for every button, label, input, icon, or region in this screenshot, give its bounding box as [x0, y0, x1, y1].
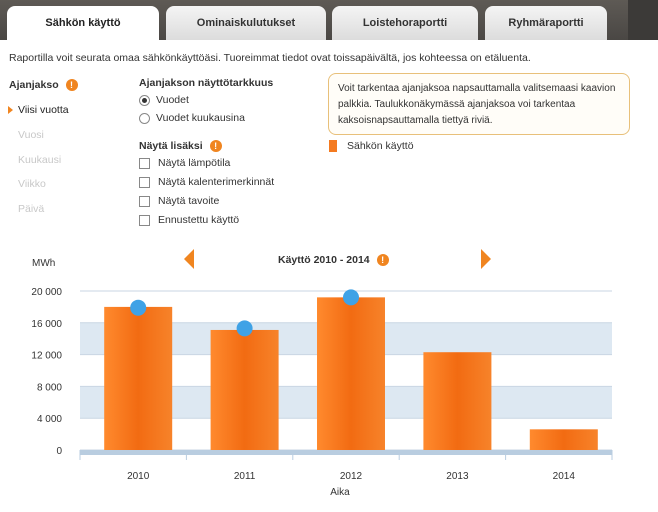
bar-2014[interactable] — [529, 429, 598, 450]
checkbox-target[interactable]: Näytä tavoite — [139, 195, 219, 207]
radio-button[interactable] — [139, 94, 150, 106]
data-marker[interactable] — [236, 320, 253, 337]
checkbox-calendar[interactable]: Näytä kalenterimerkinnät — [139, 176, 274, 188]
x-tick-label: 2014 — [553, 471, 576, 482]
period-item-day[interactable]: Päivä — [18, 203, 45, 215]
x-axis-line — [80, 450, 612, 455]
info-icon[interactable]: ! — [209, 140, 222, 153]
chart-legend: Sähkön käyttö — [329, 140, 414, 152]
radio-button[interactable] — [139, 112, 150, 124]
y-tick-label: 4 000 — [37, 414, 62, 425]
info-icon[interactable]: ! — [65, 79, 78, 92]
checkbox[interactable] — [139, 176, 150, 188]
y-tick-label: 8 000 — [37, 382, 62, 393]
chart-title: Käyttö 2010 - 2014 — [278, 254, 370, 266]
tab-group-report[interactable]: Ryhmäraportti — [485, 6, 607, 40]
info-icon[interactable]: ! — [376, 254, 389, 267]
x-tick-label: 2012 — [340, 471, 363, 482]
previous-period-arrow-icon[interactable] — [184, 249, 194, 269]
radio-label: Vuodet kuukausina — [156, 112, 245, 124]
y-axis-label: MWh — [32, 258, 55, 269]
period-item-five-years[interactable]: Viisi vuotta — [8, 104, 69, 116]
checkbox[interactable] — [139, 214, 150, 226]
checkbox[interactable] — [139, 195, 150, 207]
checkbox-temperature[interactable]: Näytä lämpötila — [139, 157, 230, 169]
period-item-month[interactable]: Kuukausi — [18, 154, 62, 166]
x-tick-label: 2013 — [446, 471, 469, 482]
radio-label: Vuodet — [156, 94, 189, 106]
period-item-week[interactable]: Viikko — [18, 178, 46, 190]
checkbox-forecast[interactable]: Ennustettu käyttö — [139, 214, 239, 226]
y-tick-label: 16 000 — [31, 319, 62, 330]
radio-years[interactable]: Vuodet — [139, 94, 189, 106]
checkbox-label: Näytä kalenterimerkinnät — [158, 176, 275, 188]
period-heading: Ajanjakso ! — [9, 79, 78, 92]
checkbox-label: Näytä lämpötila — [158, 157, 231, 169]
period-item-year[interactable]: Vuosi — [18, 129, 44, 141]
extras-title: Näytä lisäksi — [139, 140, 203, 152]
data-marker[interactable] — [343, 289, 359, 306]
period-title: Ajanjakso — [9, 79, 59, 91]
checkbox[interactable] — [139, 157, 150, 169]
page-description: Raportilla voit seurata omaa sähkönkäytt… — [9, 52, 531, 64]
bar-2010[interactable] — [104, 306, 173, 450]
legend-label: Sähkön käyttö — [347, 140, 414, 152]
tab-specific-consumption[interactable]: Ominaiskulutukset — [166, 6, 326, 40]
tab-bar: Sähkön käyttö Ominaiskulutukset Loisteho… — [0, 0, 658, 40]
bar-2012[interactable] — [317, 297, 385, 450]
y-tick-label: 0 — [56, 446, 62, 457]
hint-box: Voit tarkentaa ajanjaksoa napsauttamalla… — [328, 73, 630, 135]
selected-arrow-icon — [8, 106, 13, 114]
radio-years-months[interactable]: Vuodet kuukausina — [139, 112, 245, 124]
y-tick-label: 12 000 — [31, 351, 62, 362]
tab-reactive-power-report[interactable]: Loistehoraportti — [332, 6, 478, 40]
usage-chart: 0 4 000 8 000 12 000 16 000 20 000 MWh 2010 2011… — [31, 258, 613, 498]
extras-heading: Näytä lisäksi ! — [139, 140, 222, 153]
tab-electricity-usage[interactable]: Sähkön käyttö — [7, 6, 159, 40]
tab-bar-shade — [628, 0, 658, 40]
x-axis-label: Aika — [330, 487, 350, 498]
y-tick-label: 20 000 — [31, 287, 62, 298]
next-period-arrow-icon[interactable] — [481, 249, 491, 269]
bar-2013[interactable] — [423, 352, 492, 450]
x-tick-label: 2011 — [234, 471, 256, 482]
chart-title-row: Käyttö 2010 - 2014 ! — [278, 254, 389, 267]
checkbox-label: Näytä tavoite — [158, 195, 220, 207]
bar-2011[interactable] — [210, 329, 279, 450]
legend-swatch — [329, 140, 337, 152]
x-tick-label: 2010 — [127, 471, 150, 482]
checkbox-label: Ennustettu käyttö — [158, 214, 240, 226]
data-marker[interactable] — [130, 299, 147, 316]
accuracy-title: Ajanjakson näyttötarkkuus — [139, 77, 274, 89]
